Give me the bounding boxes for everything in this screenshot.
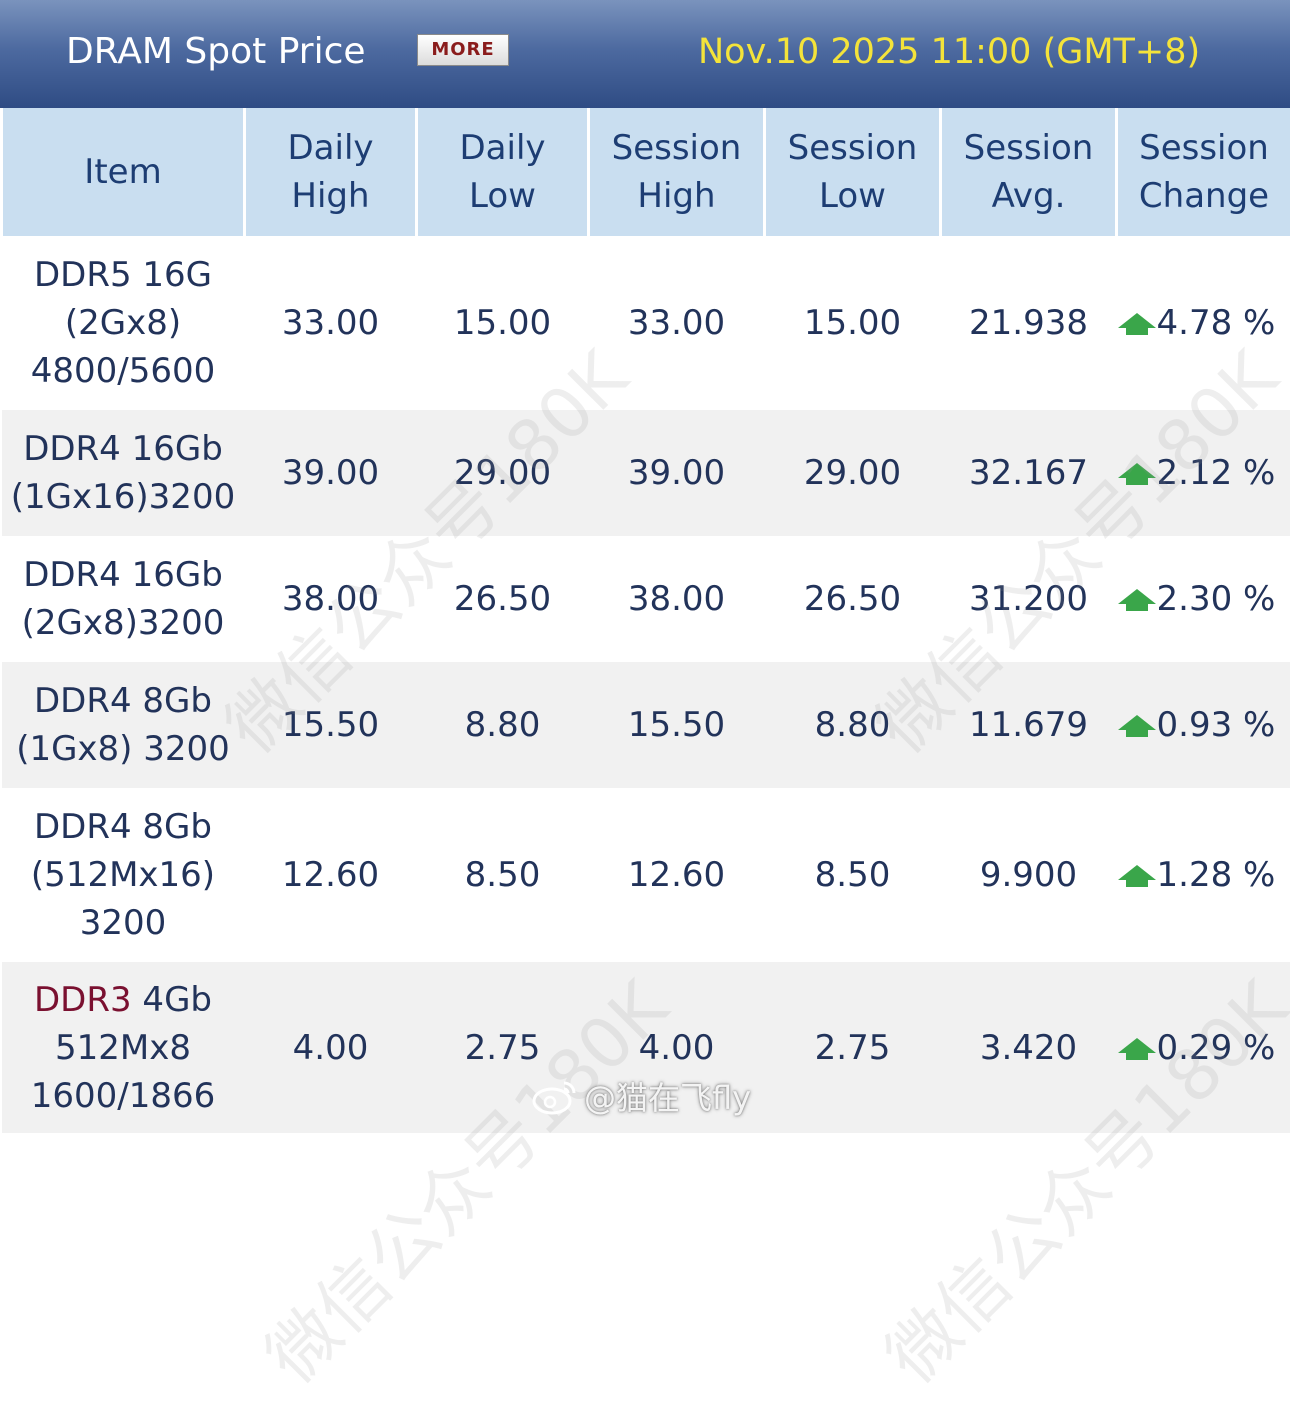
daily-low-cell: 8.80 [417, 662, 589, 788]
change-value: 0.29 % [1157, 1028, 1276, 1068]
session-high-cell: 12.60 [589, 788, 765, 962]
column-header-item: Item [2, 108, 245, 236]
session-change-cell: 2.12 % [1117, 410, 1290, 536]
session-low-cell: 2.75 [765, 962, 941, 1133]
session-avg-cell: 31.200 [941, 536, 1117, 662]
session-low-cell: 15.00 [765, 236, 941, 410]
header-bar: DRAM Spot Price MORE Nov.10 2025 11:00 (… [0, 0, 1290, 108]
session-change-cell: 0.29 % [1117, 962, 1290, 1133]
change-value: 2.30 % [1157, 579, 1276, 619]
session-high-cell: 15.50 [589, 662, 765, 788]
weibo-credit: @猫在飞fly [532, 1076, 751, 1120]
daily-high-cell: 4.00 [245, 962, 417, 1133]
daily-low-cell: 15.00 [417, 236, 589, 410]
session-high-cell: 38.00 [589, 536, 765, 662]
session-avg-cell: 3.420 [941, 962, 1117, 1133]
session-high-cell: 39.00 [589, 410, 765, 536]
session-low-cell: 8.50 [765, 788, 941, 962]
item-cell: DDR4 16Gb(2Gx8)3200 [2, 536, 245, 662]
table-row: DDR5 16G(2Gx8)4800/5600 33.00 15.00 33.0… [2, 236, 1290, 410]
change-value: 1.28 % [1157, 855, 1276, 895]
daily-high-cell: 38.00 [245, 536, 417, 662]
session-avg-cell: 21.938 [941, 236, 1117, 410]
more-button[interactable]: MORE [417, 34, 509, 66]
session-change-cell: 2.30 % [1117, 536, 1290, 662]
up-arrow-icon [1117, 462, 1157, 486]
table-row: DDR4 16Gb(1Gx16)3200 39.00 29.00 39.00 2… [2, 410, 1290, 536]
session-change-cell: 4.78 % [1117, 236, 1290, 410]
table-row: DDR4 16Gb(2Gx8)3200 38.00 26.50 38.00 26… [2, 536, 1290, 662]
daily-low-cell: 8.50 [417, 788, 589, 962]
item-cell: DDR4 8Gb(1Gx8) 3200 [2, 662, 245, 788]
daily-high-cell: 39.00 [245, 410, 417, 536]
daily-high-cell: 15.50 [245, 662, 417, 788]
session-change-cell: 0.93 % [1117, 662, 1290, 788]
daily-high-cell: 33.00 [245, 236, 417, 410]
page-title: DRAM Spot Price [66, 28, 366, 76]
change-value: 0.93 % [1157, 705, 1276, 745]
daily-low-cell: 26.50 [417, 536, 589, 662]
table-row: DDR4 8Gb(1Gx8) 3200 15.50 8.80 15.50 8.8… [2, 662, 1290, 788]
session-low-cell: 26.50 [765, 536, 941, 662]
item-cell: DDR5 16G(2Gx8)4800/5600 [2, 236, 245, 410]
weibo-logo-icon [532, 1079, 580, 1115]
up-arrow-icon [1117, 588, 1157, 612]
session-high-cell: 33.00 [589, 236, 765, 410]
up-arrow-icon [1117, 312, 1157, 336]
timestamp: Nov.10 2025 11:00 (GMT+8) [698, 28, 1200, 76]
session-low-cell: 8.80 [765, 662, 941, 788]
ddr3-label: DDR3 [34, 980, 132, 1020]
item-cell: DDR4 16Gb(1Gx16)3200 [2, 410, 245, 536]
change-value: 2.12 % [1157, 453, 1276, 493]
session-avg-cell: 11.679 [941, 662, 1117, 788]
up-arrow-icon [1117, 1037, 1157, 1061]
daily-high-cell: 12.60 [245, 788, 417, 962]
up-arrow-icon [1117, 714, 1157, 738]
daily-low-cell: 29.00 [417, 410, 589, 536]
change-value: 4.78 % [1157, 303, 1276, 343]
item-cell: DDR4 8Gb(512Mx16)3200 [2, 788, 245, 962]
session-avg-cell: 9.900 [941, 788, 1117, 962]
table-row: DDR4 8Gb(512Mx16)3200 12.60 8.50 12.60 8… [2, 788, 1290, 962]
session-avg-cell: 32.167 [941, 410, 1117, 536]
session-change-cell: 1.28 % [1117, 788, 1290, 962]
up-arrow-icon [1117, 864, 1157, 888]
session-low-cell: 29.00 [765, 410, 941, 536]
